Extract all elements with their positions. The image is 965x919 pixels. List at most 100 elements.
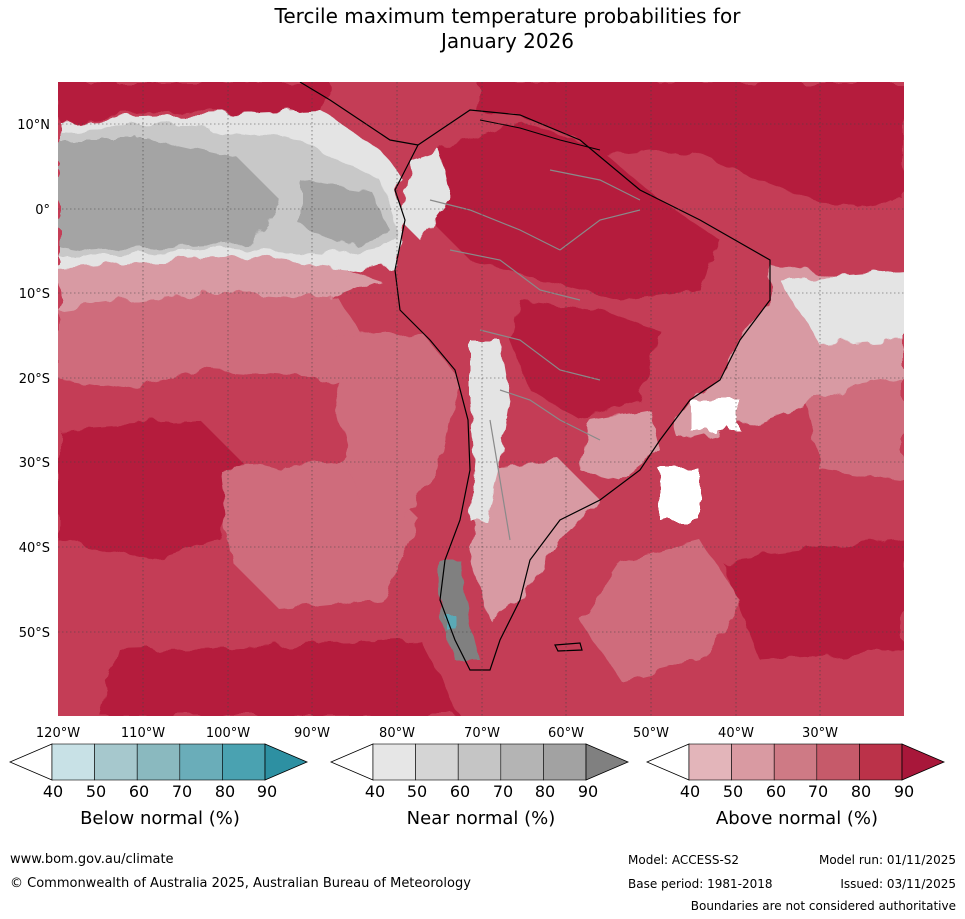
lon-label: 80°W [379,726,415,741]
lon-label: 30°W [802,726,838,741]
chart-title: Tercile maximum temperature probabilitie… [0,4,965,54]
lat-label: 30°S [19,456,50,471]
lat-label: 40°S [19,541,50,556]
cbar-tick: 70 [492,782,514,801]
above-60-east-pacific-chile [330,330,460,520]
cbar-tick: 80 [850,782,872,801]
cbar-tick: 80 [214,782,236,801]
colorbar-max-arrow [901,743,946,781]
colorbar-min-arrow [645,743,690,781]
cbar-tick: 50 [722,782,744,801]
colorbar-above-label: Above normal (%) [715,808,879,829]
footer-copyright: © Commonwealth of Australia 2025, Austra… [10,876,471,891]
lat-label: 0° [35,203,50,218]
above-90-central-brazil [510,300,660,420]
country-borders [429,169,641,541]
central-america-coast [299,82,419,146]
cbar-tick: 40 [364,782,386,801]
colorbar-swatch [543,743,587,781]
cbar-tick: 90 [893,782,915,801]
above-90-southern-ocean [100,640,460,716]
lat-label: 10°N [17,118,50,133]
above-90-atlantic-south [720,540,904,660]
lon-label: 110°W [121,726,165,741]
colorbar-swatch [859,743,903,781]
near-50-atlantic-patch2 [660,470,700,520]
probability-field [58,82,904,716]
above-90-tropical-pacific [58,82,330,120]
below-70-patagonia [445,615,455,628]
colorbar-max-arrow [264,743,309,781]
near-50-atlantic-patch [780,270,904,345]
lon-label: 50°W [633,726,669,741]
cbar-tick: 70 [807,782,829,801]
footer-website: www.bom.gov.au/climate [10,852,174,867]
latitude-labels: 10°N 0° 10°S 20°S 30°S 40°S 50°S [17,118,50,641]
cbar-tick: 90 [256,782,278,801]
cbar-tick: 60 [765,782,787,801]
lat-label: 50°S [19,626,50,641]
above-90-south-pacific [58,420,250,560]
near-50-north-andes [400,150,450,240]
cbar-tick: 60 [449,782,471,801]
south-america [395,110,770,670]
colorbar-swatch [94,743,138,781]
coastline [394,109,771,671]
colorbar-swatch [816,743,860,781]
above-60-tropical-pacific [58,250,380,310]
colorbar-below [8,743,309,781]
colorbar-swatch [500,743,544,781]
cbar-tick: 60 [128,782,150,801]
colorbar-swatch [415,743,459,781]
above-60-argentina [470,460,600,620]
footer-issued: Issued: 03/11/2025 [840,877,956,891]
footer-boundaries: Boundaries are not considered authoritat… [690,899,956,913]
colorbar-min-arrow [8,743,53,781]
lat-label: 10°S [19,287,50,302]
cbar-tick: 40 [679,782,701,801]
colorbar-above [645,743,946,781]
near-80-equatorial-pacific [58,140,280,250]
cbar-tick: 80 [534,782,556,801]
lat-label: 20°S [19,372,50,387]
colorbar-swatch [731,743,775,781]
footer-base-period: Base period: 1981-2018 [628,877,773,891]
cbar-tick: 50 [406,782,428,801]
near-80-pacific-patch [300,180,390,245]
above-90-amazon [430,120,720,300]
lon-label: 90°W [294,726,330,741]
colorbar-swatch [688,743,732,781]
above-60-southeast-brazil [580,410,660,480]
lon-label: 120°W [36,726,80,741]
near-50-atlantic-south [690,400,740,430]
cbar-tick: 50 [85,782,107,801]
title-line-1: Tercile maximum temperature probabilitie… [274,4,741,28]
colorbar-swatch [773,743,818,781]
colorbar-swatch [136,743,181,781]
colorbar-swatch [372,743,416,781]
near-90-patagonia [438,560,480,660]
lon-label: 60°W [548,726,584,741]
caribbean-coast [479,119,601,151]
colorbar-swatch [457,743,502,781]
cbar-tick: 70 [171,782,193,801]
colorbar-below-label: Below normal (%) [80,808,240,829]
above-70-pacific-band [58,280,380,390]
near-50-andes [470,340,510,520]
colorbar-swatch [179,743,223,781]
colorbar-near [329,743,630,781]
graticule [58,82,904,716]
title-line-2: January 2026 [440,29,575,53]
colorbar-min-arrow [329,743,374,781]
lon-label: 70°W [464,726,500,741]
colorbar-near-label: Near normal (%) [406,808,556,829]
cbar-tick: 40 [42,782,64,801]
lon-label: 100°W [206,726,250,741]
colorbar-max-arrow [585,743,630,781]
footer-model: Model: ACCESS-S2 [628,853,740,867]
colorbars [8,743,946,781]
lon-label: 40°W [718,726,754,741]
colorbar-swatch [222,743,266,781]
falkland-islands [554,642,583,652]
